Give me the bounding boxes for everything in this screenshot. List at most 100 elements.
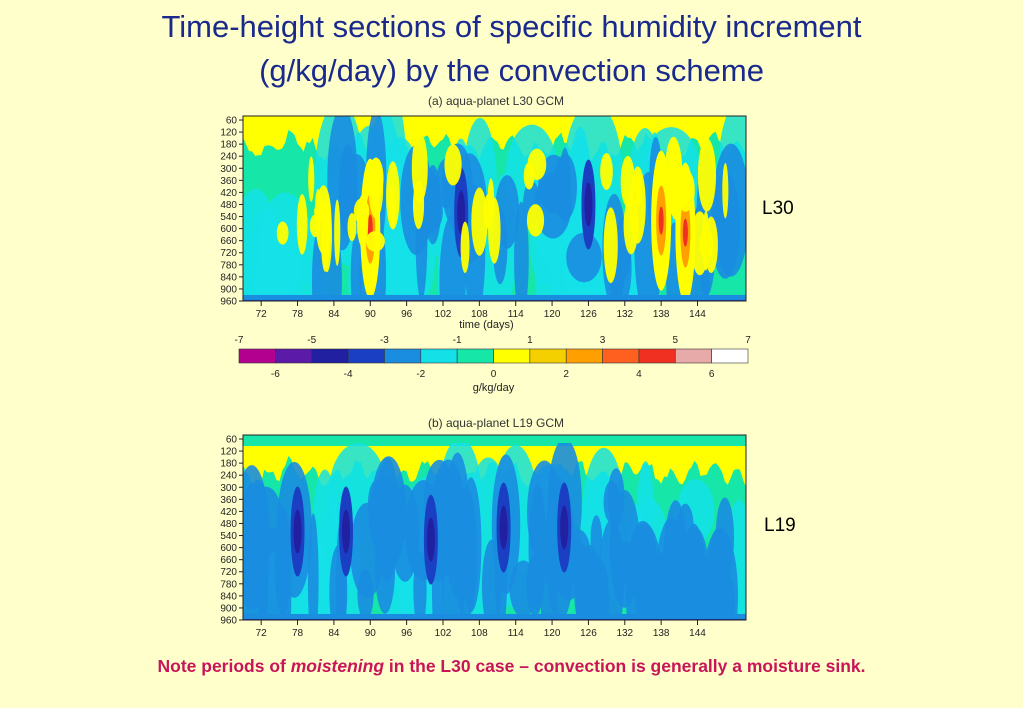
yellow-patch <box>526 204 545 237</box>
blue-region <box>708 529 726 619</box>
colorbar-swatch <box>529 348 567 364</box>
colorbar-bottom-label: -2 <box>416 369 425 380</box>
x-tick-label: 144 <box>689 628 706 639</box>
colorbar-swatch <box>311 348 349 364</box>
y-tick-label: 120 <box>220 447 237 458</box>
blue-region <box>566 232 602 283</box>
yellow-patch <box>635 174 643 207</box>
x-tick-label: 78 <box>292 309 304 320</box>
x-tick-label: 72 <box>256 309 268 320</box>
yellow-patch <box>308 156 315 202</box>
y-tick-label: 420 <box>220 507 237 518</box>
colorbar-swatch <box>674 348 712 364</box>
y-tick-label: 60 <box>226 116 238 127</box>
y-tick-label: 780 <box>220 260 237 271</box>
slide-title-line1: Time-height sections of specific humidit… <box>161 9 862 44</box>
yellow-patch <box>471 187 488 256</box>
y-tick-label: 660 <box>220 236 237 247</box>
x-tick-label: 108 <box>471 628 488 639</box>
x-tick-label: 102 <box>435 628 452 639</box>
yellow-patch <box>603 207 618 284</box>
y-tick-label: 60 <box>226 435 238 446</box>
yellow-patch <box>315 185 332 255</box>
x-tick-label: 120 <box>544 309 561 320</box>
colorbar-swatch <box>238 348 276 364</box>
colorbar-top-label: -3 <box>380 335 389 346</box>
y-tick-label: 840 <box>220 591 237 602</box>
x-tick-label: 132 <box>616 309 633 320</box>
yellow-patch <box>296 194 308 255</box>
band-top-strip <box>243 435 746 443</box>
colorbar-unit-label: g/kg/day <box>473 382 515 394</box>
y-tick-label: 960 <box>220 616 237 627</box>
y-tick-label: 240 <box>220 152 237 163</box>
blue-region <box>413 550 427 620</box>
x-tick-label: 138 <box>653 309 670 320</box>
x-tick-label: 120 <box>544 628 561 639</box>
boundary-layer-core <box>243 299 746 301</box>
y-tick-label: 300 <box>220 483 237 494</box>
x-tick-label: 108 <box>471 309 488 320</box>
panel-b-title: (b) aqua-planet L19 GCM <box>427 416 565 430</box>
yellow-patch <box>347 213 357 242</box>
note-emphasis: moistening <box>290 656 385 676</box>
x-tick-label: 132 <box>616 628 633 639</box>
colorbar-swatch <box>565 348 603 364</box>
y-tick-label: 300 <box>220 164 237 175</box>
y-tick-label: 540 <box>220 531 237 542</box>
y-tick-label: 660 <box>220 555 237 566</box>
x-tick-label: 126 <box>580 628 597 639</box>
blue-region <box>495 175 520 249</box>
blue-region <box>307 513 319 620</box>
blue-region <box>713 183 737 259</box>
colorbar-swatch <box>711 348 749 364</box>
blue-region <box>538 154 570 214</box>
blue-region <box>368 477 406 558</box>
drying-core <box>342 509 351 554</box>
colorbar-swatch <box>638 348 676 364</box>
colorbar-bottom-label: 2 <box>563 369 569 380</box>
drying-core <box>426 517 435 562</box>
yellow-patch <box>444 144 462 186</box>
yellow-patch <box>600 152 613 191</box>
yellow-patch <box>412 180 425 230</box>
heatmap-b: 6012018024030036042048054060066072078084… <box>220 434 747 639</box>
x-tick-label: 126 <box>580 309 597 320</box>
label-l19: L19 <box>764 515 796 536</box>
colorbar-swatch <box>493 348 531 364</box>
moistening-peak <box>658 206 664 235</box>
yellow-patch <box>523 162 535 190</box>
y-tick-label: 960 <box>220 297 237 308</box>
y-tick-label: 900 <box>220 284 237 295</box>
blue-region <box>540 536 558 620</box>
x-tick-label: 78 <box>292 628 304 639</box>
colorbar-top-label: -5 <box>307 335 316 346</box>
x-tick-label: 96 <box>401 309 413 320</box>
plot-frame <box>242 434 747 621</box>
yellow-patch <box>276 221 289 245</box>
y-tick-label: 900 <box>220 603 237 614</box>
blue-region <box>357 568 374 620</box>
blue-region <box>628 520 658 605</box>
colorbar-swatch <box>420 348 458 364</box>
x-tick-label: 72 <box>256 628 268 639</box>
x-tick-label: 114 <box>508 309 524 320</box>
colorbar-top-label: -7 <box>235 335 244 346</box>
slide-title-line2: (g/kg/day) by the convection scheme <box>259 53 764 88</box>
colorbar-top-label: 1 <box>527 335 533 346</box>
y-tick-label: 600 <box>220 543 237 554</box>
y-tick-label: 720 <box>220 248 237 259</box>
y-tick-label: 420 <box>220 188 237 199</box>
note-part2: in the L30 case – convection is generall… <box>384 656 866 676</box>
x-tick-label: 90 <box>365 309 377 320</box>
yellow-patch <box>690 211 709 276</box>
yellow-patch <box>487 178 495 222</box>
x-tick-label: 114 <box>508 628 524 639</box>
colorbar-top-label: 7 <box>745 335 751 346</box>
drying-core <box>584 182 593 227</box>
yellow-patch <box>697 138 717 212</box>
drying-core <box>499 505 508 550</box>
yellow-patch <box>620 155 635 207</box>
yellow-patch <box>460 221 470 274</box>
yellow-patch <box>368 157 384 199</box>
